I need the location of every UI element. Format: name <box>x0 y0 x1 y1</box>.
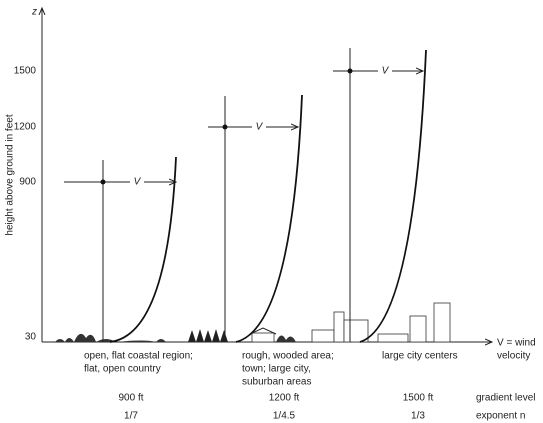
gradient-level: 1200 ft <box>269 393 300 404</box>
row-label: exponent n <box>476 411 526 422</box>
gradient-level: 1500 ft <box>403 393 434 404</box>
terrain-text: open, flat coastal region; <box>84 351 193 362</box>
x-label: velocity <box>497 351 530 362</box>
tick-label: 1200 <box>14 122 37 133</box>
terrain-text: rough, wooded area; <box>242 351 334 362</box>
gradient-dot <box>100 179 106 185</box>
velocity-label: V <box>134 177 142 188</box>
tick-label: 30 <box>25 332 37 343</box>
z-label: z <box>31 7 37 18</box>
terrain-text: flat, open country <box>84 364 161 375</box>
wind-profile <box>359 49 427 343</box>
velocity-label: V <box>382 66 390 77</box>
terrain-text: large city centers <box>382 351 458 362</box>
y-label: height above ground in feet <box>5 114 16 235</box>
label-bg <box>378 64 392 78</box>
terrain-text: town; large city, <box>242 364 311 375</box>
label-bg <box>252 120 266 134</box>
terrain-text: suburban areas <box>242 377 312 388</box>
gradient-level: 900 ft <box>118 393 143 404</box>
wind-profile <box>109 156 177 343</box>
x-label: V = wind <box>497 338 536 349</box>
exponent: 1/4.5 <box>273 411 296 422</box>
row-label: gradient level <box>476 393 535 404</box>
exponent: 1/3 <box>411 411 425 422</box>
label-bg <box>130 175 144 189</box>
gradient-dot <box>222 124 228 130</box>
velocity-label: V <box>256 122 264 133</box>
tick-label: 1500 <box>14 66 37 77</box>
terrain-decoration <box>55 302 451 343</box>
wind-profile <box>235 94 303 343</box>
tick-label: 900 <box>19 177 36 188</box>
exponent: 1/7 <box>124 411 138 422</box>
gradient-dot <box>347 68 353 74</box>
